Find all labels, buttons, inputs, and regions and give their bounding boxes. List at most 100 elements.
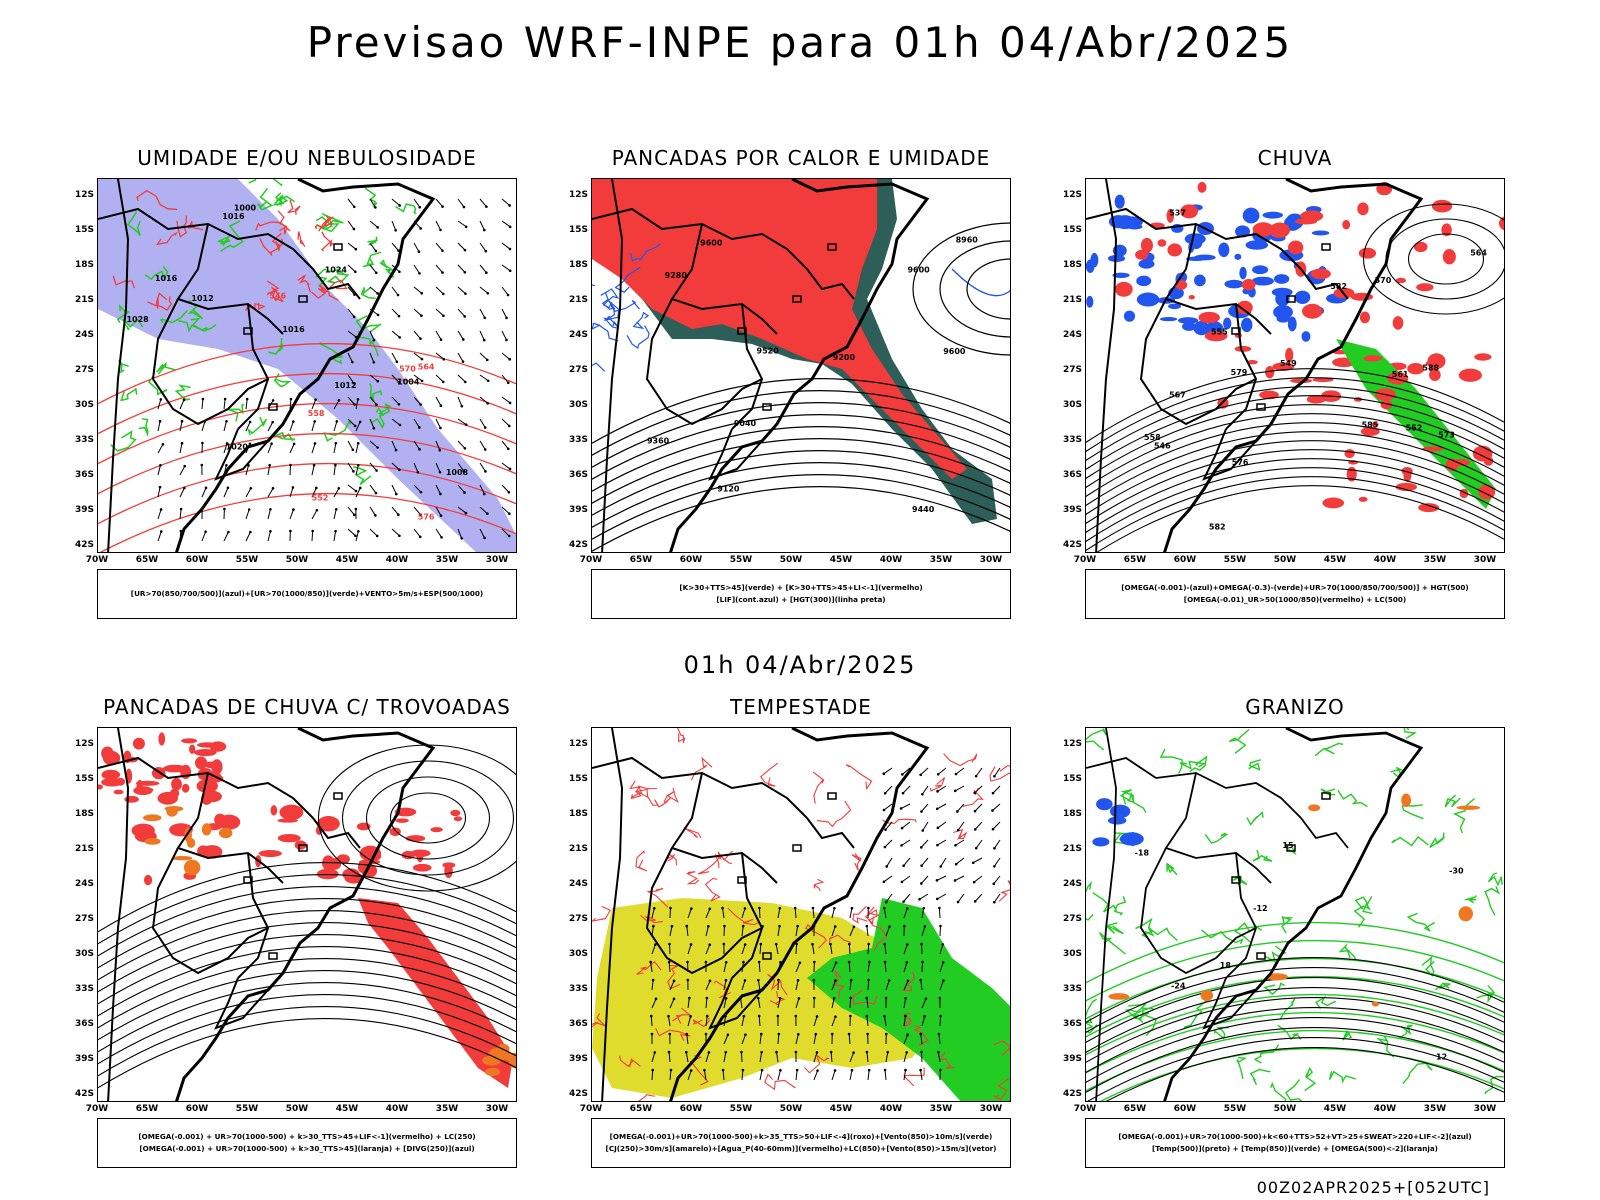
contour-label: 1000 [234,203,257,212]
lat-tick-label: 21S [568,295,588,305]
contour-label: 9360 [647,436,670,445]
legend-line: [CJ(250)>30m/s](amarelo)+[Agua_P(40-60mm… [605,1144,997,1153]
lat-tick-label: 18S [568,809,588,819]
lat-tick-label: 15S [74,225,94,235]
run-timestamp: 00Z02APR2025+[052UTC] [1256,1178,1490,1197]
lat-tick-label: 15S [74,774,94,784]
lat-tick-label: 33S [568,984,588,994]
lon-tick-label: 70W [1073,1104,1097,1114]
contour-label: 567 [1169,390,1186,399]
contour-label: 546 [1154,441,1171,450]
legend-line: [OMEGA(-0.01)_UR>50(1000/850)(vermelho) … [1183,595,1407,604]
lat-tick-label: 21S [1062,295,1082,305]
map-panel: 1012 1016 1016 1016 1020 1024 1028 1012 1008 1004… [97,178,517,553]
contour-label: 576 [418,513,435,522]
contour-label: 18 [1220,961,1232,970]
lat-tick-label: 39S [568,1054,588,1064]
lat-tick-label: 33S [74,984,94,994]
lat-tick-label: 39S [74,505,94,515]
contour-label: 1028 [126,315,149,324]
lon-tick-label: 55W [235,555,259,565]
contour-label: -12 [1253,904,1267,913]
lon-tick-label: 50W [285,555,309,565]
lon-tick-label: 30W [1473,555,1497,565]
contour-label: 1012 [191,294,213,303]
lon-tick-label: 70W [1073,555,1097,565]
lat-tick-label: 42S [74,1089,94,1099]
legend-line: [OMEGA(-0.001)+UR>70(1000-500)+k<60+TTS>… [1118,1132,1472,1141]
lon-tick-label: 30W [979,555,1003,565]
lat-tick-label: 27S [1062,914,1082,924]
contour-label: 561 [1392,370,1409,379]
contour-label: 1020 [226,443,249,452]
lon-tick-label: 50W [1273,1104,1297,1114]
contour-label: 1016 [222,212,245,221]
map-panel [97,727,517,1102]
panel-title: PANCADAS DE CHUVA C/ TROVOADAS [103,695,511,719]
lat-tick-label: 27S [568,914,588,924]
contour-label: 579 [1231,368,1248,377]
legend-line: [OMEGA(-0.001) + UR>70(1000-500) + k>30_… [139,1144,475,1153]
contour-label: 1016 [282,325,305,334]
legend-box: [OMEGA(-0.001)+UR>70(1000-500)+k>35_TTS>… [591,1118,1011,1168]
contour-label: 546 [269,292,286,301]
contour-label: -24 [1171,982,1186,991]
contour-label: 1016 [155,274,178,283]
lat-tick-label: 12S [1062,190,1082,200]
contour-label: 9600 [907,265,930,274]
lon-tick-label: 40W [879,555,903,565]
contour-label: 12 [1436,1052,1447,1061]
lat-tick-label: 42S [568,540,588,550]
legend-box: [K>30+TTS>45](verde) + [K>30+TTS>45+LI<-… [591,569,1011,619]
lat-tick-label: 15S [1062,774,1082,784]
legend-box: [OMEGA(-0.001)+UR>70(1000-500)+k<60+TTS>… [1085,1118,1505,1168]
lon-tick-label: 45W [829,1104,853,1114]
panel-title: CHUVA [1257,146,1333,170]
lat-tick-label: 18S [1062,809,1082,819]
lon-tick-label: 45W [1323,555,1347,565]
legend-line: [Temp(500)](preto) + [Temp(850)](verde) … [1152,1144,1438,1153]
map-canvas: -12 -18 -24 -30 18 15 12 [1086,728,1504,1101]
lat-tick-label: 27S [568,365,588,375]
lat-tick-label: 21S [74,844,94,854]
lon-tick-label: 65W [629,1104,653,1114]
lat-tick-label: 39S [74,1054,94,1064]
panel-title: PANCADAS POR CALOR E UMIDADE [611,146,991,170]
mid-date: 01h 04/Abr/2025 [683,651,917,679]
legend-line: [K>30+TTS>45](verde) + [K>30+TTS>45+LI<-… [679,583,923,592]
lon-tick-label: 40W [1373,555,1397,565]
panel-title: TEMPESTADE [730,695,872,719]
legend-line: [LIF](cont.azul) + [HGT(300)](linha pret… [716,595,886,604]
lon-tick-label: 60W [679,1104,703,1114]
lat-tick-label: 30S [1062,949,1082,959]
contour-label: 1008 [446,468,469,477]
lon-tick-label: 60W [1173,1104,1197,1114]
contour-label: 9440 [912,505,935,514]
contour-label: 582 [1330,282,1347,291]
legend-box: [OMEGA(-0.001)-(azul)+OMEGA(-0.3)-(verde… [1085,569,1505,619]
lat-tick-label: 36S [568,470,588,480]
lat-tick-label: 24S [568,330,588,340]
lat-tick-label: 39S [1062,1054,1082,1064]
lon-tick-label: 30W [979,1104,1003,1114]
contour-label: 9200 [833,353,856,362]
lon-tick-label: 50W [779,555,803,565]
lon-tick-label: 60W [185,1104,209,1114]
legend-line: [OMEGA(-0.001) + UR>70(1000-500) + k>30_… [138,1132,476,1141]
lat-tick-label: 18S [74,260,94,270]
lat-tick-label: 30S [74,949,94,959]
lat-tick-label: 36S [568,1019,588,1029]
lat-tick-label: 15S [568,225,588,235]
lon-tick-label: 60W [185,555,209,565]
lon-tick-label: 35W [1423,555,1447,565]
lat-tick-label: 36S [74,1019,94,1029]
lat-tick-label: 36S [1062,470,1082,480]
lat-tick-label: 42S [74,540,94,550]
lat-tick-label: 24S [1062,879,1082,889]
lon-tick-label: 40W [1373,1104,1397,1114]
lon-tick-label: 50W [285,1104,309,1114]
contour-label: 585 [1362,420,1379,429]
legend-box: [OMEGA(-0.001) + UR>70(1000-500) + k>30_… [97,1118,517,1168]
lon-tick-label: 50W [779,1104,803,1114]
lon-tick-label: 35W [929,555,953,565]
